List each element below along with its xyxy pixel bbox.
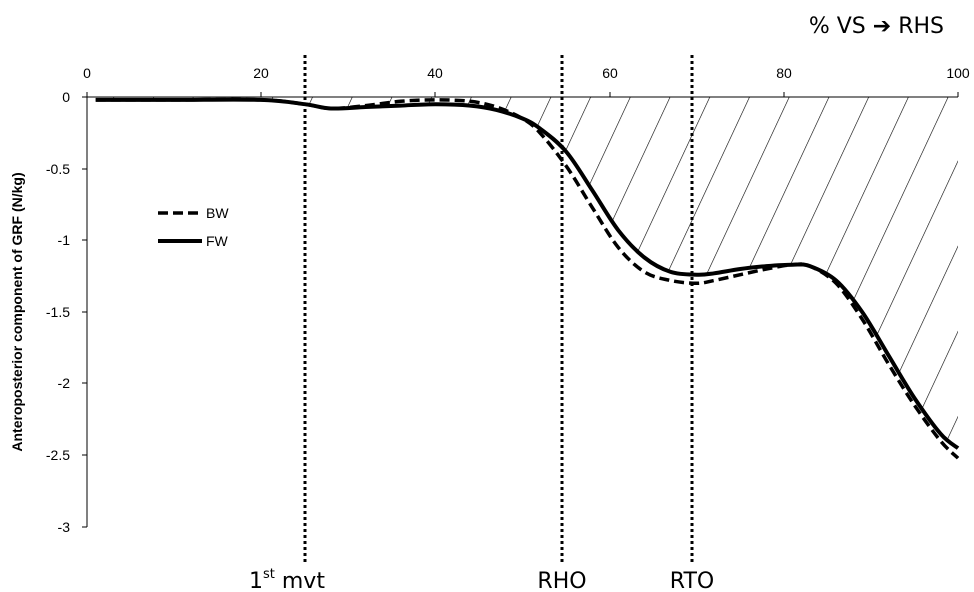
x-tick-label: 80 bbox=[776, 65, 792, 81]
marker-label-rto: RTO bbox=[670, 569, 714, 592]
legend-label-bw: BW bbox=[206, 205, 229, 221]
y-tick-label: -2 bbox=[58, 375, 71, 391]
marker-label-rho: RHO bbox=[537, 569, 586, 592]
y-tick-label: -1 bbox=[58, 232, 71, 248]
marker-label-1st-mvt: 1st mvt bbox=[249, 567, 325, 592]
y-tick-label: -2.5 bbox=[46, 447, 70, 463]
x-tick-label: 20 bbox=[253, 65, 269, 81]
event-marker-group: 1st mvt RHO RTO bbox=[249, 55, 714, 592]
y-axis-title: Anteroposterior component of GRF (N/kg) bbox=[9, 172, 25, 451]
y-tick-label: -0.5 bbox=[46, 161, 70, 177]
y-tick-label: -3 bbox=[58, 519, 71, 535]
legend-label-fw: FW bbox=[206, 233, 229, 249]
x-tick-group: 0 20 40 60 80 100 bbox=[83, 65, 970, 97]
y-tick-label: 0 bbox=[62, 89, 70, 105]
x-axis-title: % VS ➔ RHS bbox=[809, 14, 944, 39]
x-tick-label: 0 bbox=[83, 65, 91, 81]
x-tick-label: 60 bbox=[602, 65, 618, 81]
legend: BW FW bbox=[158, 205, 229, 249]
hatched-region bbox=[95, 97, 958, 449]
series-line-fw bbox=[95, 97, 960, 450]
y-tick-group: 0 -0.5 -1 -1.5 -2 -2.5 -3 bbox=[46, 89, 87, 535]
x-tick-label: 100 bbox=[946, 65, 970, 81]
x-tick-label: 40 bbox=[427, 65, 443, 81]
y-tick-label: -1.5 bbox=[46, 304, 70, 320]
